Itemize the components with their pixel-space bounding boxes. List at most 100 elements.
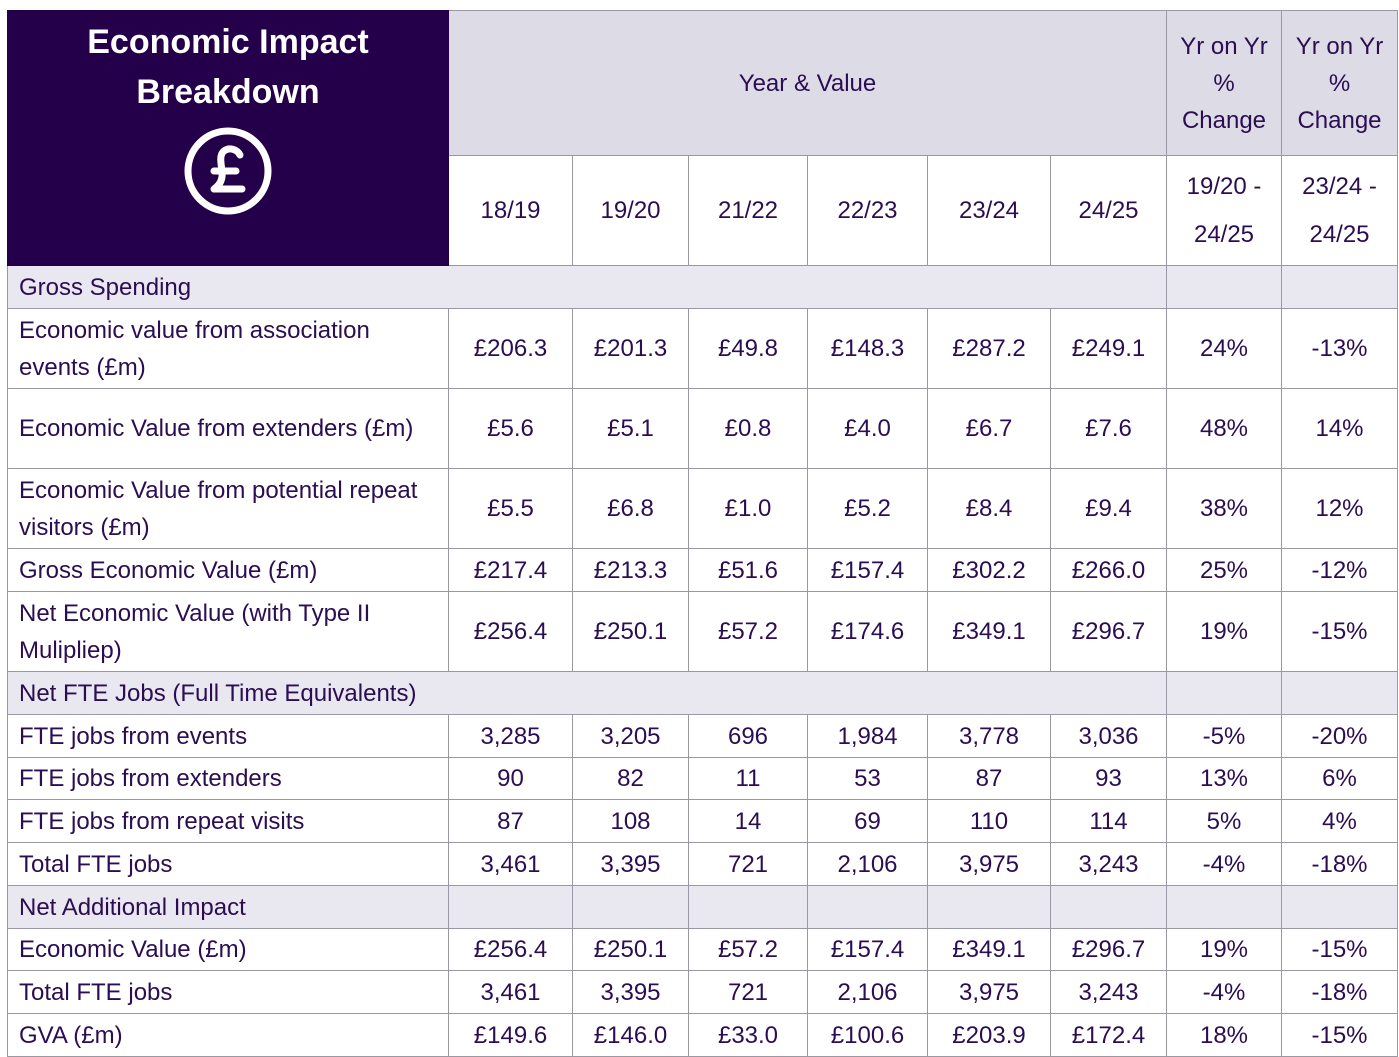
value-cell: 2,106 <box>807 842 928 886</box>
year-header: 24/25 <box>1050 155 1167 266</box>
data-row: GVA (£m) £149.6 £146.0 £33.0 £100.6 £203.9 £17… <box>7 1013 1398 1057</box>
data-row: Net Economic Value (with Type II Mulipli… <box>7 591 1398 672</box>
year-header: 18/19 <box>448 155 573 266</box>
value-cell: 3,243 <box>1050 842 1167 886</box>
data-row: FTE jobs from extenders 90 82 11 53 87 93 13% 6% <box>7 757 1398 800</box>
section-blank <box>927 885 1051 929</box>
section-blank <box>688 885 808 929</box>
data-row: Economic value from association events (… <box>7 308 1398 389</box>
data-row: Gross Economic Value (£m) £217.4 £213.3 £51… <box>7 548 1398 592</box>
value-cell: -13% <box>1281 308 1398 389</box>
row-label: Economic Value from potential repeat vis… <box>7 468 449 549</box>
value-cell: £6.7 <box>927 388 1051 469</box>
value-cell: £217.4 <box>448 548 573 592</box>
value-cell: £51.6 <box>688 548 808 592</box>
value-cell: £213.3 <box>572 548 689 592</box>
value-cell: 53 <box>807 757 928 800</box>
value-cell: 3,205 <box>572 714 689 758</box>
value-cell: -20% <box>1281 714 1398 758</box>
row-label: Total FTE jobs <box>7 842 449 886</box>
value-cell: 3,395 <box>572 842 689 886</box>
value-cell: 14% <box>1281 388 1398 469</box>
value-cell: 1,984 <box>807 714 928 758</box>
row-label: FTE jobs from repeat visits <box>7 799 449 843</box>
value-cell: 721 <box>688 970 808 1014</box>
value-cell: 25% <box>1166 548 1282 592</box>
value-cell: 87 <box>448 799 573 843</box>
year-header: 23/24 <box>927 155 1051 266</box>
value-cell: £201.3 <box>572 308 689 389</box>
year-header: 22/23 <box>807 155 928 266</box>
value-cell: 4% <box>1281 799 1398 843</box>
change-header: Yr on Yr % Change <box>1166 10 1282 156</box>
value-cell: -15% <box>1281 591 1398 672</box>
value-cell: 48% <box>1166 388 1282 469</box>
title: Economic Impact Breakdown <box>87 23 369 111</box>
value-cell: £5.5 <box>448 468 573 549</box>
section-label: Net Additional Impact <box>7 885 449 929</box>
row-label: Total FTE jobs <box>7 970 449 1014</box>
value-cell: 3,975 <box>927 842 1051 886</box>
section-blank <box>572 885 689 929</box>
section-blank <box>1166 885 1282 929</box>
row-label: Economic Value from extenders (£m) <box>7 388 449 469</box>
value-cell: £256.4 <box>448 591 573 672</box>
value-cell: 5% <box>1166 799 1282 843</box>
value-cell: £203.9 <box>927 1013 1051 1057</box>
value-cell: 696 <box>688 714 808 758</box>
data-row: Economic Value from extenders (£m) £5.6 £5… <box>7 388 1398 469</box>
value-cell: £5.6 <box>448 388 573 469</box>
row-label: FTE jobs from events <box>7 714 449 758</box>
data-row: Economic Value from potential repeat vis… <box>7 468 1398 549</box>
value-cell: 110 <box>927 799 1051 843</box>
value-cell: £157.4 <box>807 928 928 971</box>
value-cell: £296.7 <box>1050 928 1167 971</box>
value-cell: 82 <box>572 757 689 800</box>
value-cell: £100.6 <box>807 1013 928 1057</box>
value-cell: £0.8 <box>688 388 808 469</box>
value-cell: 3,461 <box>448 842 573 886</box>
value-cell: 90 <box>448 757 573 800</box>
value-cell: £287.2 <box>927 308 1051 389</box>
value-cell: £57.2 <box>688 591 808 672</box>
section-blank <box>1281 885 1398 929</box>
value-cell: 3,778 <box>927 714 1051 758</box>
value-cell: 3,975 <box>927 970 1051 1014</box>
row-label: Economic value from association events (… <box>7 308 449 389</box>
value-cell: £49.8 <box>688 308 808 389</box>
section-row: Net FTE Jobs (Full Time Equivalents) <box>7 671 1398 715</box>
value-cell: 87 <box>927 757 1051 800</box>
value-cell: £6.8 <box>572 468 689 549</box>
table-body: Economic Impact Breakdown Year & Value Y… <box>7 10 1398 1057</box>
section-blank <box>1281 265 1398 309</box>
row-label: GVA (£m) <box>7 1013 449 1057</box>
value-cell: £206.3 <box>448 308 573 389</box>
period-header: 19/20 - 24/25 <box>1166 155 1282 266</box>
page: Economic Impact Breakdown Year & Value Y… <box>7 10 1398 1057</box>
value-cell: 11 <box>688 757 808 800</box>
year-header: 21/22 <box>688 155 808 266</box>
value-cell: 14 <box>688 799 808 843</box>
data-row: FTE jobs from repeat visits 87 108 14 69 110 1… <box>7 799 1398 843</box>
value-cell: -12% <box>1281 548 1398 592</box>
change-header: Yr on Yr % Change <box>1281 10 1398 156</box>
value-cell: £5.1 <box>572 388 689 469</box>
value-cell: £1.0 <box>688 468 808 549</box>
group-header: Year & Value <box>448 10 1167 156</box>
value-cell: -15% <box>1281 928 1398 971</box>
value-cell: 3,395 <box>572 970 689 1014</box>
value-cell: 108 <box>572 799 689 843</box>
value-cell: £349.1 <box>927 928 1051 971</box>
value-cell: £9.4 <box>1050 468 1167 549</box>
value-cell: £33.0 <box>688 1013 808 1057</box>
value-cell: 3,285 <box>448 714 573 758</box>
value-cell: £249.1 <box>1050 308 1167 389</box>
impact-table: Economic Impact Breakdown Year & Value Y… <box>7 10 1398 1057</box>
section-row: Net Additional Impact <box>7 885 1398 929</box>
value-cell: -18% <box>1281 970 1398 1014</box>
value-cell: 3,243 <box>1050 970 1167 1014</box>
section-label: Net FTE Jobs (Full Time Equivalents) <box>7 671 1167 715</box>
value-cell: 24% <box>1166 308 1282 389</box>
value-cell: £146.0 <box>572 1013 689 1057</box>
value-cell: -4% <box>1166 970 1282 1014</box>
